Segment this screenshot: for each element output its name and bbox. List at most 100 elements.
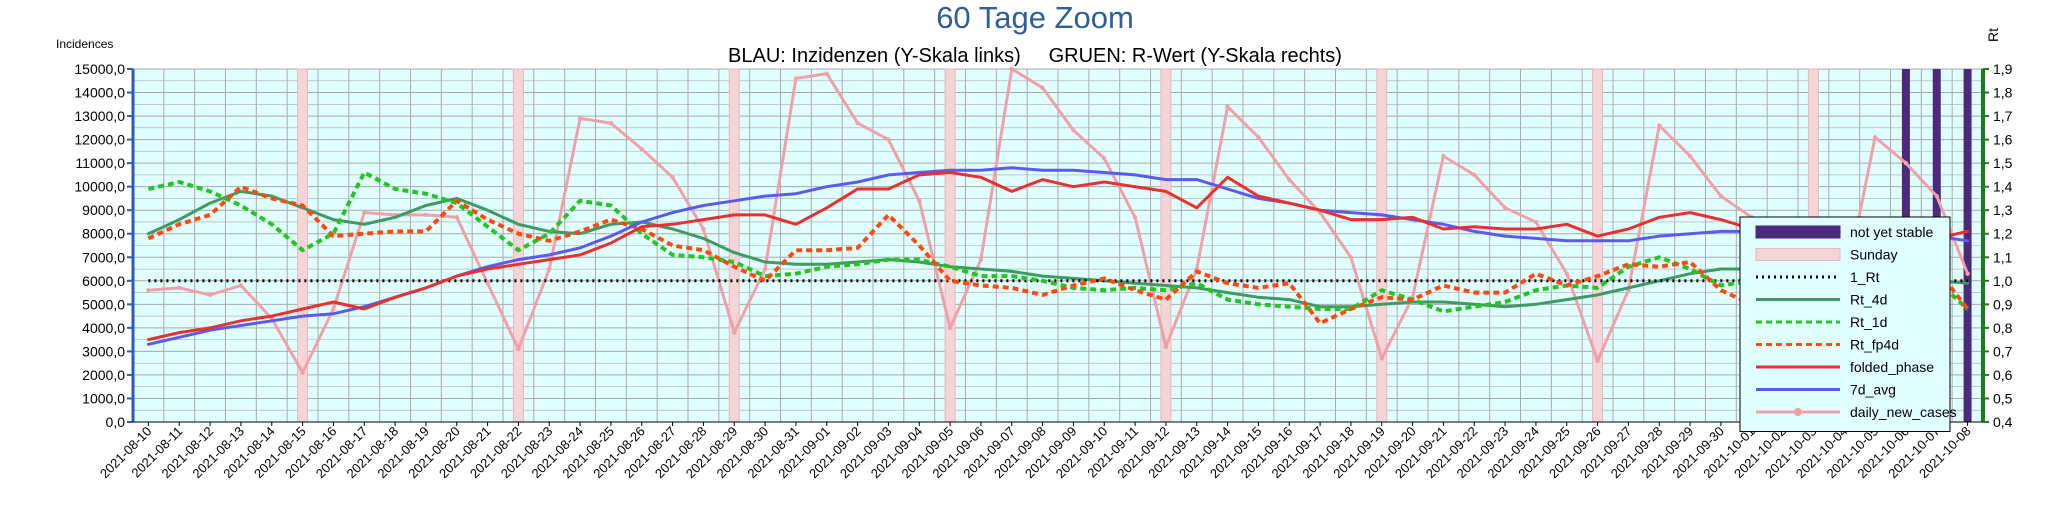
y-tick-label-right: 0,6 — [1993, 367, 2013, 383]
y-tick-label-left: 15000,0 — [74, 61, 125, 77]
point-daily_new_cases — [855, 120, 860, 126]
point-daily_new_cases — [1441, 153, 1446, 159]
sunday-band — [728, 68, 740, 423]
point-daily_new_cases — [423, 212, 429, 218]
y-tick-label-left: 1000,0 — [82, 390, 125, 406]
y-tick-label-right: 0,7 — [1993, 343, 2013, 359]
point-daily_new_cases — [300, 370, 305, 375]
point-daily_new_cases — [1965, 271, 1970, 276]
point-daily_new_cases — [1564, 271, 1569, 276]
y-tick-label-right: 1,2 — [1993, 226, 2013, 242]
point-daily_new_cases — [732, 330, 737, 335]
point-daily_new_cases — [1009, 66, 1014, 72]
y-tick-label-right: 0,8 — [1993, 320, 2013, 336]
y-tick-label-right: 1,7 — [1993, 108, 2013, 124]
point-daily_new_cases — [331, 306, 336, 312]
point-daily_new_cases — [146, 288, 151, 293]
legend-swatch — [1755, 225, 1841, 239]
point-daily_new_cases — [1934, 193, 1939, 199]
legend-swatch — [1755, 248, 1841, 261]
legend-label: daily_new_cases — [1850, 404, 1957, 420]
y-tick-label-left: 11000,0 — [75, 155, 125, 171]
y-tick-label-left: 4000,0 — [82, 320, 125, 336]
point-daily_new_cases — [917, 198, 922, 203]
point-daily_new_cases — [978, 257, 984, 262]
y-tick-label-right: 0,9 — [1993, 296, 2013, 312]
legend-label: 1_Rt — [1850, 269, 1880, 285]
point-daily_new_cases — [608, 120, 614, 126]
y-tick-label-left: 7000,0 — [82, 249, 125, 265]
point-daily_new_cases — [177, 285, 182, 291]
point-daily_new_cases — [454, 215, 459, 220]
point-daily_new_cases — [1225, 104, 1230, 109]
y-tick-label-left: 9000,0 — [82, 202, 125, 218]
series-line-Rt_fp4d — [147, 184, 1970, 326]
point-daily_new_cases — [701, 226, 706, 232]
legend-label: Sunday — [1850, 247, 1897, 263]
point-daily_new_cases — [1872, 135, 1878, 140]
series-lines — [146, 66, 1970, 375]
legend-label: Rt_4d — [1850, 292, 1887, 308]
y-tick-label-right: 1,4 — [1993, 179, 2013, 195]
sunday-band — [1160, 68, 1172, 423]
legend-label: folded_phase — [1850, 359, 1934, 375]
point-daily_new_cases — [947, 325, 953, 331]
y-axis-left-label: Incidences — [56, 37, 113, 51]
point-daily_new_cases — [1533, 219, 1539, 225]
point-daily_new_cases — [1348, 255, 1354, 260]
point-daily_new_cases — [1472, 172, 1477, 178]
point-daily_new_cases — [670, 175, 675, 180]
sunday-band — [512, 68, 524, 423]
point-daily_new_cases — [886, 137, 891, 142]
sunday-band — [1592, 68, 1604, 423]
point-daily_new_cases — [238, 283, 244, 288]
point-daily_new_cases — [516, 346, 521, 352]
series-line-Rt_1d — [147, 170, 1969, 314]
point-daily_new_cases — [1102, 156, 1107, 161]
y-tick-label-left: 3000,0 — [82, 343, 125, 359]
y-tick-label-right: 0,4 — [1993, 414, 2013, 430]
y-axis-right-label: Rt — [1985, 28, 2001, 42]
point-daily_new_cases — [824, 71, 829, 76]
legend-label: 7d_avg — [1850, 382, 1896, 398]
point-daily_new_cases — [1502, 205, 1508, 211]
point-daily_new_cases — [639, 146, 644, 152]
chart-subtitle: BLAU: Inzidenzen (Y-Skala links) GRUEN: … — [728, 45, 1342, 67]
grid — [132, 68, 1984, 422]
y-tick-label-right: 1,1 — [1993, 249, 2013, 265]
point-daily_new_cases — [547, 266, 552, 272]
legend-label: Rt_fp4d — [1850, 337, 1899, 353]
y-tick-label-right: 1,0 — [1993, 273, 2013, 289]
point-daily_new_cases — [1687, 153, 1693, 159]
point-daily_new_cases — [1718, 193, 1724, 199]
y-tick-label-left: 13000,0 — [74, 108, 125, 124]
point-daily_new_cases — [762, 266, 768, 272]
point-daily_new_cases — [1040, 85, 1045, 91]
series-line-daily_new_cases — [146, 67, 1970, 375]
sunday-band — [1376, 68, 1388, 423]
y-tick-label-left: 0,0 — [106, 414, 126, 430]
y-tick-label-left: 8000,0 — [82, 226, 125, 242]
legend-label: Rt_1d — [1850, 314, 1887, 330]
y-tick-label-right: 0,5 — [1993, 390, 2013, 406]
point-daily_new_cases — [1903, 160, 1909, 166]
point-daily_new_cases — [1657, 123, 1662, 128]
y-tick-label-left: 14000,0 — [74, 85, 125, 101]
point-daily_new_cases — [485, 280, 490, 286]
point-daily_new_cases — [793, 76, 799, 81]
legend-swatch-marker — [1794, 408, 1802, 416]
point-daily_new_cases — [1256, 135, 1261, 140]
point-daily_new_cases — [362, 210, 367, 215]
sunday-band — [944, 68, 956, 423]
chart-title: 60 Tage Zoom — [936, 0, 1134, 35]
y-tick-label-right: 1,5 — [1993, 155, 2013, 171]
y-tick-label-left: 6000,0 — [82, 273, 125, 289]
point-daily_new_cases — [1163, 344, 1169, 349]
point-daily_new_cases — [577, 116, 583, 121]
y-tick-label-right: 1,9 — [1993, 61, 2013, 77]
point-daily_new_cases — [1379, 356, 1384, 361]
y-tick-label-right: 1,8 — [1993, 85, 2013, 101]
point-daily_new_cases — [1071, 127, 1076, 133]
point-daily_new_cases — [1287, 177, 1292, 182]
